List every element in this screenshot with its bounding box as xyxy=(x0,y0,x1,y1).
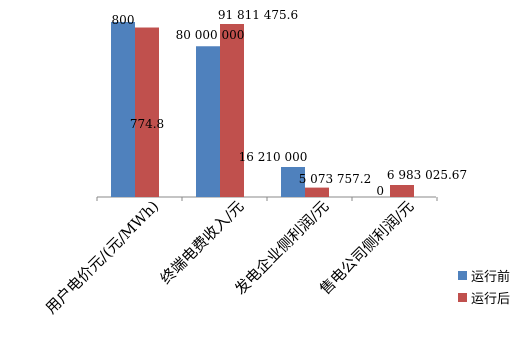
x-ticks-layer xyxy=(96,197,438,201)
legend-item-series-2: 运行后 xyxy=(458,286,510,308)
bar-series-2-cat-1 xyxy=(135,27,159,198)
category-label-1: 用户电价元/(元/MWh) xyxy=(42,197,162,317)
legend-swatch-series-1 xyxy=(458,270,467,280)
category-label-3: 发电企业侧利润/元 xyxy=(231,197,332,298)
value-label-series-1-cat-4: 0 xyxy=(376,184,384,198)
bar-series-2-cat-4 xyxy=(390,185,414,197)
legend-label-series-1: 运行前 xyxy=(471,269,511,285)
legend-label-series-2: 运行后 xyxy=(471,291,511,307)
bar-series-2-cat-3 xyxy=(305,187,329,197)
value-label-series-2-cat-1: 774.8 xyxy=(130,117,164,131)
legend: 运行前 运行后 xyxy=(458,264,510,308)
category-label-2: 终端电费收入/元 xyxy=(157,197,248,288)
value-label-series-2-cat-3: 5 073 757.2 xyxy=(299,172,372,186)
bar-series-1-cat-3 xyxy=(281,167,305,197)
bar-series-2-cat-2 xyxy=(220,24,244,197)
bar-series-1-cat-2 xyxy=(196,46,220,197)
value-labels-layer: 800 774.8 80 000 000 91 811 475.6 16 210 000… xyxy=(112,8,468,198)
bar-series-1-cat-1 xyxy=(111,22,135,197)
value-label-series-1-cat-2: 80 000 000 xyxy=(176,28,245,42)
value-label-series-1-cat-1: 800 xyxy=(112,13,135,27)
value-label-series-2-cat-2: 91 811 475.6 xyxy=(218,8,298,22)
value-label-series-1-cat-3: 16 210 000 xyxy=(239,150,308,164)
value-label-series-2-cat-4: 6 983 025.67 xyxy=(387,168,467,182)
legend-item-series-1: 运行前 xyxy=(458,264,510,286)
bars-layer xyxy=(111,22,414,198)
legend-swatch-series-2 xyxy=(458,292,467,302)
category-label-4: 售电公司侧利润/元 xyxy=(316,197,417,298)
